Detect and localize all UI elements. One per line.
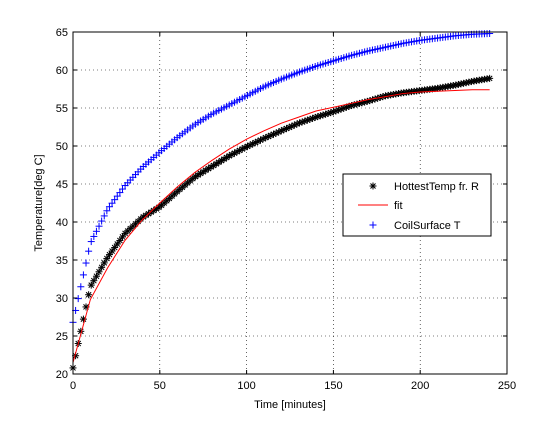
data-point [85,291,93,299]
data-point [95,222,103,230]
data-point [98,217,106,225]
y-tick-label: 50 [56,141,68,153]
y-tick-label: 60 [56,65,68,77]
data-point [100,212,108,220]
legend-label-fit: fit [394,200,403,212]
y-tick-label: 40 [56,217,68,229]
series-coilsurface [69,30,494,326]
x-tick-label: 250 [498,380,516,392]
data-point [103,254,111,262]
y-tick-label: 65 [56,27,68,39]
data-point [103,207,111,215]
legend-asterisk-icon [369,182,377,190]
data-point [105,203,113,211]
data-point [77,283,85,291]
data-point [90,232,98,240]
data-point [79,271,87,279]
data-point [92,227,100,235]
y-tick-label: 20 [56,369,68,381]
series-layer [69,30,494,372]
data-point [87,238,95,246]
y-tick-label: 55 [56,103,68,115]
data-point [113,192,121,200]
data-point [108,247,116,255]
data-point [108,199,116,207]
data-point [116,189,124,197]
y-tick-label: 25 [56,331,68,343]
data-point [118,185,126,193]
axes [72,31,508,375]
x-tick-label: 100 [237,380,255,392]
y-tick-label: 30 [56,293,68,305]
data-point [116,236,124,244]
plot-frame [72,31,508,375]
y-axis-title: Temperature[deg C] [33,154,45,251]
data-point [82,259,90,267]
data-point [74,295,82,303]
legend-marker-coilsurface [369,221,377,229]
data-point [85,247,93,255]
data-point [105,251,113,259]
legend-plus-icon [369,221,377,229]
data-point [111,244,119,252]
y-tick-label: 45 [56,179,68,191]
data-point [486,74,494,82]
legend-label-coilsurface: CoilSurface T [394,220,461,232]
data-point [113,240,121,248]
legend-label-hottesttemp: HottestTemp fr. R [394,181,479,193]
data-point [111,196,119,204]
x-tick-label: 150 [324,380,342,392]
data-point [342,103,350,111]
tick-labels: 0 50 100 150 200 250 20 25 30 35 40 45 50 55 60 65 [56,27,516,392]
data-point [118,233,126,241]
y-tick-label: 35 [56,255,68,267]
legend-marker-hottesttemp [369,182,377,190]
x-tick-label: 200 [411,380,429,392]
series-fit [72,89,490,363]
x-tick-label: 0 [70,380,76,392]
series-line-fit [72,89,490,363]
legend: HottestTemp fr. R fit CoilSurface T [342,173,492,237]
x-axis-title: Time [minutes] [254,399,326,411]
x-tick-label: 50 [154,380,166,392]
data-point [486,30,494,38]
data-point [90,277,98,285]
